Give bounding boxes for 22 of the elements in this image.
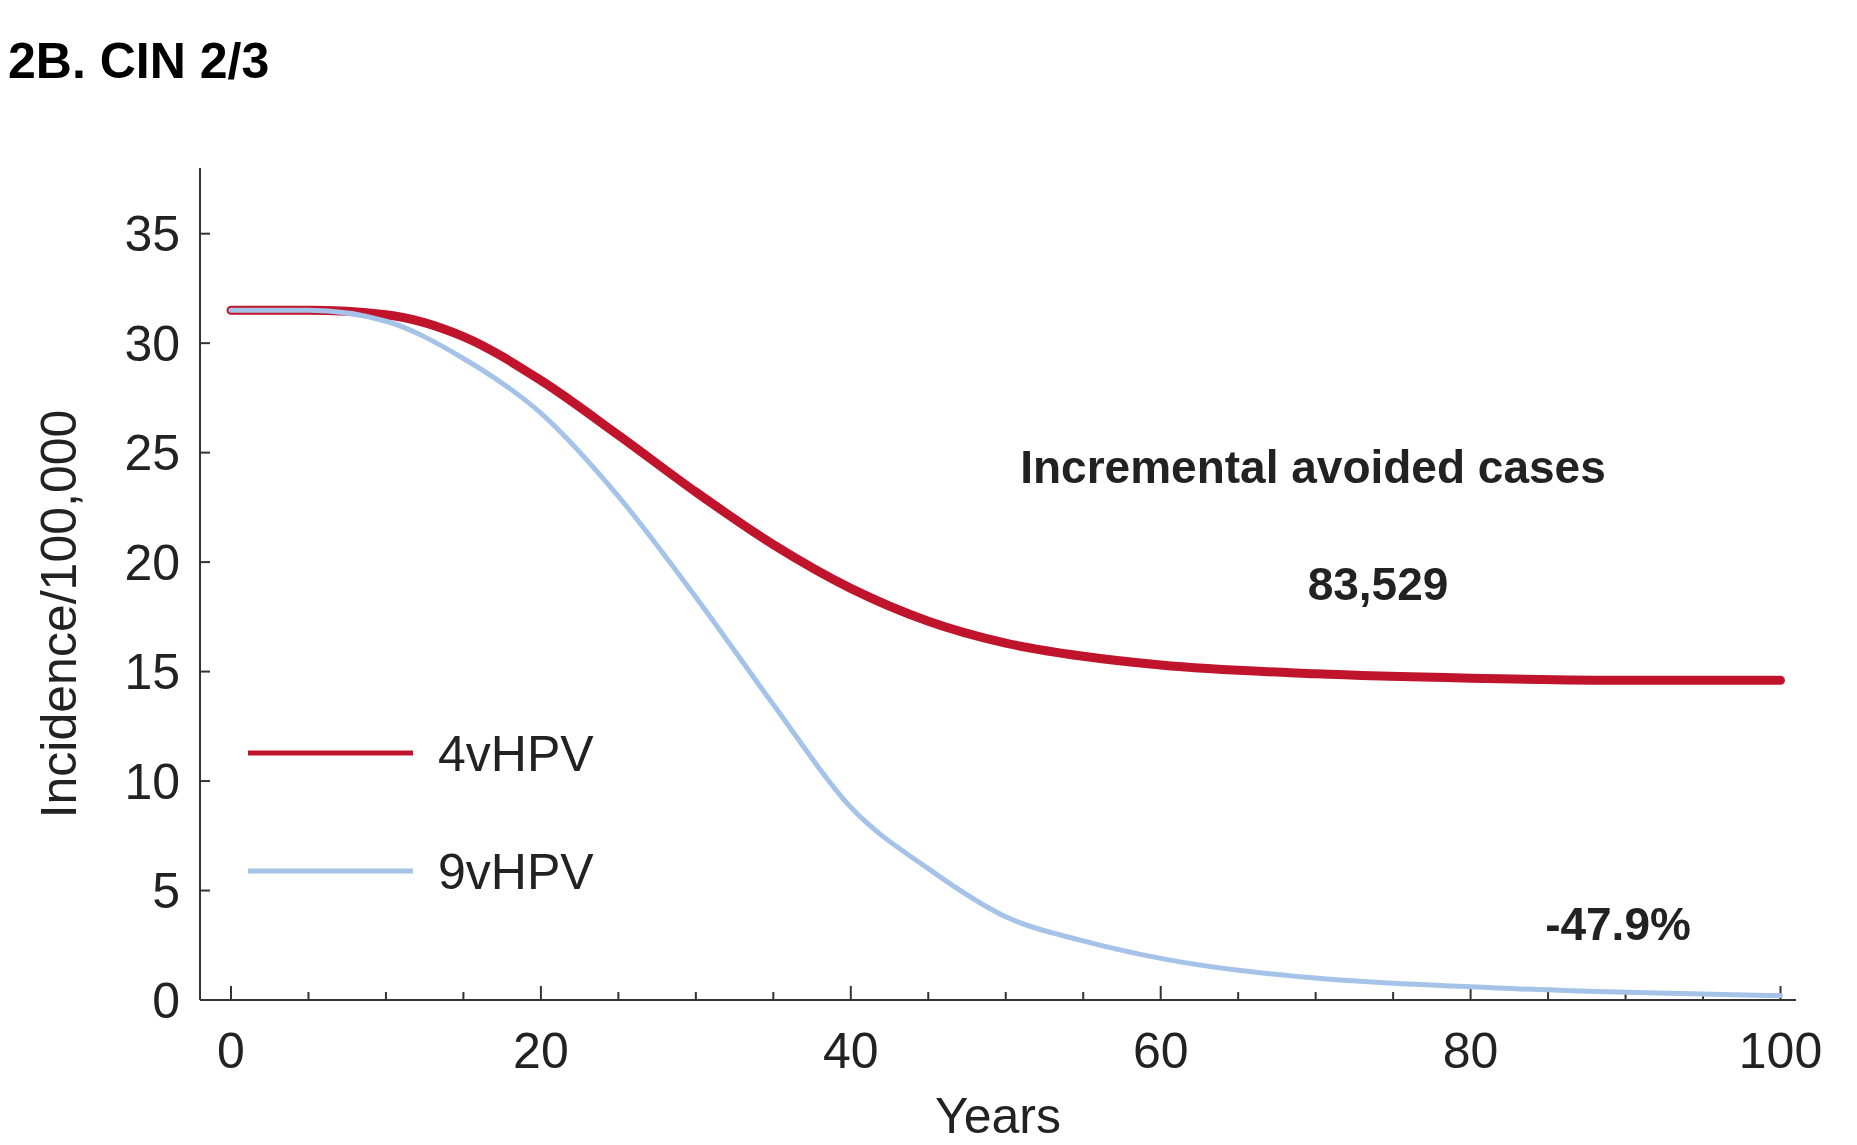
y-tick-label: 5	[152, 863, 180, 920]
annotation: 83,529	[1307, 558, 1449, 610]
x-tick-label: 20	[513, 1023, 569, 1079]
x-tick-label: 100	[1738, 1023, 1823, 1079]
legend-label: 4vHPV	[438, 725, 595, 782]
x-tick-label: 80	[1442, 1023, 1499, 1079]
chart-title: 2B. CIN 2/3	[8, 33, 270, 89]
legend-label: 9vHPV	[438, 843, 595, 900]
annotation: Incremental avoided cases	[1020, 441, 1606, 493]
y-tick-label: 30	[124, 315, 180, 372]
y-tick-label: 35	[124, 206, 180, 263]
y-axis-title: Incidence/100,000	[31, 409, 87, 819]
y-tick-label: 10	[124, 753, 180, 810]
x-axis-title: Years	[934, 1088, 1062, 1144]
y-tick-label: 0	[152, 972, 180, 1029]
y-tick-label: 15	[124, 644, 180, 701]
x-tick-label: 40	[822, 1023, 879, 1079]
y-tick-label: 25	[124, 425, 180, 482]
x-tick-label: 0	[217, 1023, 245, 1079]
x-tick-label: 60	[1132, 1023, 1189, 1079]
y-tick-label: 20	[124, 534, 180, 591]
annotation: -47.9%	[1545, 898, 1691, 950]
